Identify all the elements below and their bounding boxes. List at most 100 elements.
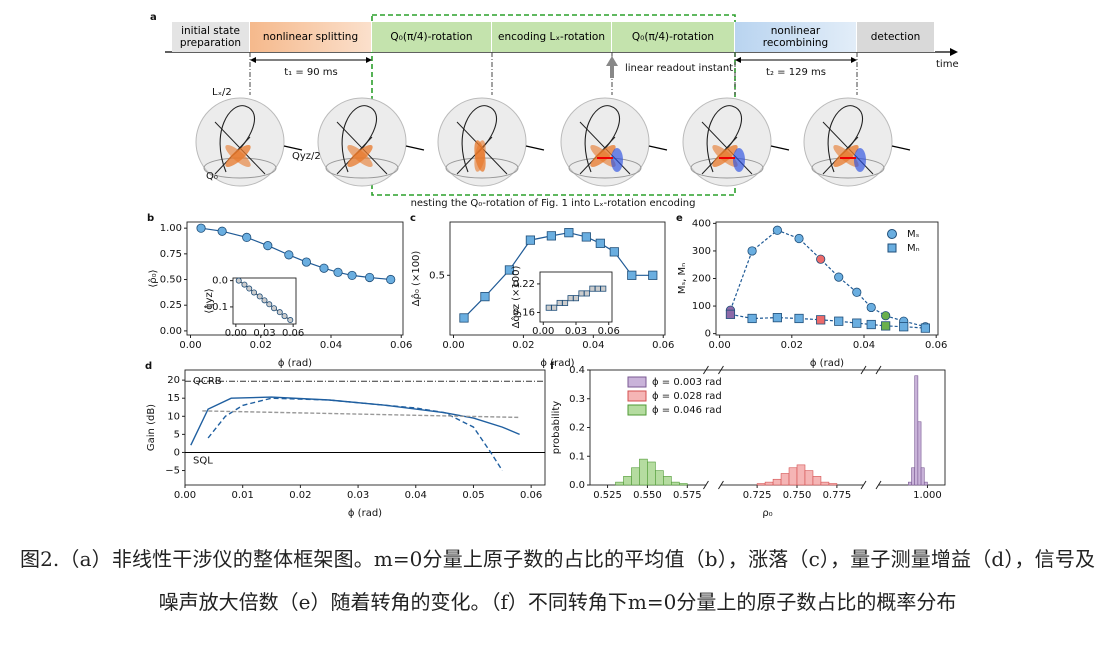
stage: nonlinear recombining — [735, 22, 857, 52]
point — [866, 302, 876, 313]
x-tick-label: 0.04 — [853, 340, 875, 351]
arrow-head — [950, 48, 958, 56]
x-tick-label: 0.03 — [347, 490, 369, 501]
point — [881, 321, 891, 331]
hist-bar — [631, 467, 640, 486]
point — [573, 295, 580, 302]
fit-line — [729, 229, 926, 328]
point — [725, 309, 736, 319]
point — [866, 319, 876, 330]
panel-letter: a — [150, 12, 157, 23]
y-axis-label: ⟨ρ̂₀⟩ — [147, 269, 159, 287]
reference-label: QCRB — [193, 376, 222, 387]
point — [276, 309, 283, 316]
axis-stub — [405, 145, 425, 151]
x-tick-label: 0.05 — [462, 490, 484, 501]
x-tick-label: 0.550 — [633, 490, 662, 501]
hist-bar — [911, 467, 915, 486]
y-tick-label: 0.0 — [569, 480, 585, 491]
hist-bar — [764, 481, 774, 486]
caption: 图2.（a）非线性干涉仪的整体框架图。m=0分量上原子数的占比的平均值（b），涨… — [20, 547, 1095, 614]
x-tick-label: 0.06 — [598, 326, 620, 337]
probe-blob — [733, 148, 745, 172]
y-axis-label: ⟨q̂yz⟩ — [203, 288, 215, 313]
point — [217, 226, 227, 236]
x-tick-label: 0.06 — [390, 340, 412, 351]
point — [256, 293, 263, 300]
hist-bar — [820, 481, 830, 486]
x-tick-label: 0.02 — [289, 490, 311, 501]
point — [589, 285, 596, 292]
y-tick-label: 100 — [692, 301, 711, 312]
legend-marker — [887, 229, 897, 239]
y-axis-label: Gain (dB) — [146, 404, 157, 451]
fit-line — [730, 313, 926, 329]
sphere — [803, 97, 893, 187]
point — [333, 267, 343, 277]
point — [816, 315, 826, 325]
series-line — [207, 397, 503, 471]
point — [504, 265, 515, 275]
hist-bar — [639, 458, 648, 486]
stage: initial state preparation — [172, 22, 250, 52]
y-axis-label: Δρ̂₀ (×100) — [410, 251, 422, 307]
readout-arrow — [606, 56, 618, 78]
point — [235, 277, 242, 284]
probe-blob — [854, 148, 866, 172]
hist-bar — [772, 478, 782, 486]
x-tick-label: 0.02 — [512, 340, 534, 351]
panel-letter: c — [410, 213, 416, 224]
axis-break — [864, 483, 879, 487]
y-tick-label: 0.50 — [160, 275, 182, 286]
point — [196, 223, 206, 233]
x-tick-label: 0.00 — [532, 326, 554, 337]
point — [301, 257, 312, 267]
y-tick-label: 0.22 — [513, 279, 535, 290]
x-tick-label: 0.01 — [232, 490, 254, 501]
x-axis-label: ϕ (rad) — [348, 508, 382, 519]
x-tick-label: 0.04 — [582, 340, 604, 351]
axis-stub — [770, 145, 790, 151]
panel-letter: e — [676, 213, 683, 224]
point — [250, 289, 257, 296]
state-blob — [225, 145, 251, 167]
point — [480, 292, 490, 302]
point — [551, 304, 558, 311]
x-tick-label: 0.00 — [174, 490, 196, 501]
y-tick-label: 0.5 — [429, 270, 445, 281]
hist-bar — [812, 476, 822, 486]
hist-bar — [679, 483, 688, 486]
point — [834, 272, 844, 282]
point — [594, 285, 601, 292]
probe-blob — [611, 148, 623, 172]
point — [852, 318, 862, 328]
y-tick-label: 200 — [692, 274, 711, 285]
point — [386, 274, 396, 285]
y-tick-label: 0.4 — [569, 365, 585, 376]
hist-bar — [647, 461, 656, 486]
x-tick-label: 0.00 — [708, 340, 730, 351]
series-line — [202, 410, 520, 419]
x-tick-label: 0.06 — [925, 340, 947, 351]
axis-break — [706, 483, 721, 487]
separatrix — [461, 105, 498, 173]
hist-bar — [756, 483, 766, 486]
point — [609, 247, 619, 257]
legend-label: Mₛ — [907, 229, 920, 240]
x-tick-label: 0.575 — [673, 490, 702, 501]
axis-label: Lₓ/2 — [212, 87, 232, 98]
y-tick-label: 1.00 — [160, 223, 182, 234]
x-axis-label: ϕ (rad) — [278, 358, 312, 369]
sphere — [317, 97, 407, 187]
x-axis-label: ϕ (rad) — [540, 358, 574, 369]
x-tick-label: 0.02 — [250, 340, 272, 351]
hist-bar — [828, 483, 838, 486]
axis-label: Q₀ — [206, 171, 218, 182]
sphere — [195, 97, 285, 187]
point — [595, 238, 605, 248]
hist-bar — [923, 481, 928, 486]
stage: Q₀(π/4)-rotation — [612, 22, 735, 52]
interval-label: t₁ = 90 ms — [284, 67, 338, 78]
hist-bar — [796, 464, 806, 486]
